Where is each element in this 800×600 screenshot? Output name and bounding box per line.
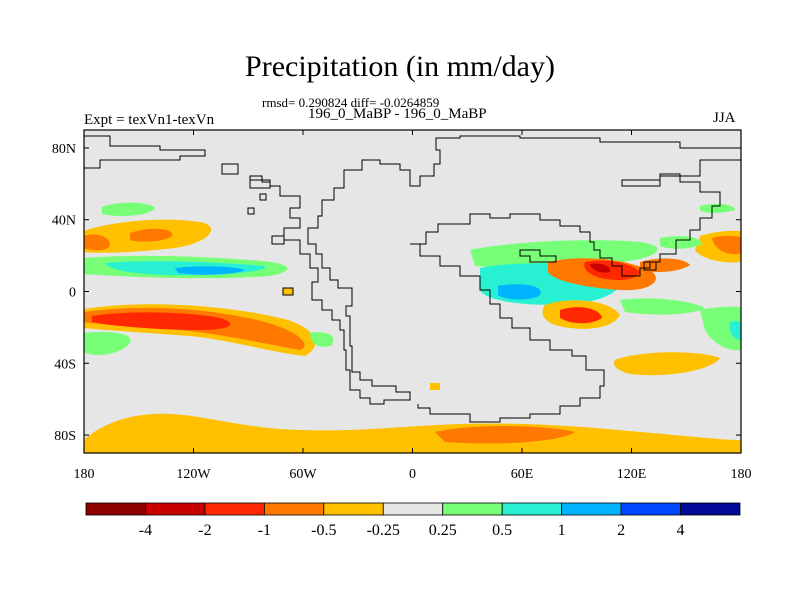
coastline-island-4 <box>247 207 255 215</box>
colorbar-swatch <box>561 502 622 516</box>
colorbar-swatch <box>323 502 384 516</box>
x-tick-label: 120W <box>176 467 211 482</box>
x-tick-label: 0 <box>409 467 416 482</box>
colorbar-label: -1 <box>258 522 271 539</box>
x-tick-label: 180 <box>731 467 752 482</box>
plot-subtitle: rmsd= 0.290824 diff= -0.0264859 <box>262 95 440 110</box>
plot-title: Precipitation (in mm/day) <box>245 50 555 83</box>
experiment-label: Expt = texVn1-texVn <box>84 112 215 128</box>
x-tick-label: 60W <box>289 467 317 482</box>
case-label: 196_0_MaBP - 196_0_MaBP <box>308 106 487 122</box>
colorbar-swatch <box>620 502 681 516</box>
y-tick-label: 80N <box>52 142 76 157</box>
y-tick-label: 0 <box>69 286 76 301</box>
anomaly-spcz-core <box>92 312 231 330</box>
coastline-island-3 <box>259 193 267 201</box>
anomaly-north-pacific-core-2 <box>130 228 173 242</box>
colorbar-swatch <box>501 502 563 516</box>
coastline-asia-south <box>410 243 605 423</box>
colorbar-label: -0.5 <box>311 522 336 539</box>
colorbar-label: 2 <box>617 522 625 539</box>
anomaly-indian-south-green <box>620 298 705 315</box>
colorbar-swatch <box>85 502 146 516</box>
anomaly-indian-ocean-cyan-2 <box>498 284 541 300</box>
anomaly-itcz-core <box>175 266 245 275</box>
coastline-arabia <box>519 249 557 263</box>
anomaly-north-atlantic-green <box>102 202 155 216</box>
coastline-americas <box>84 135 741 405</box>
y-tick-label: 40S <box>54 357 76 372</box>
anomaly-ne-pacific-green <box>660 236 702 249</box>
anomaly-ne-green-2 <box>700 203 735 213</box>
anomaly-east-pacific-cyan <box>729 321 741 340</box>
coastline-island-7 <box>643 261 657 271</box>
colorbar-swatch <box>204 502 265 516</box>
colorbar-label: -4 <box>139 522 152 539</box>
colorbar: -4 -2 -1 -0.5 -0.25 0.25 0.5 1 2 4 <box>85 502 741 539</box>
coastline-island-6 <box>282 287 294 296</box>
x-tick-label: 120E <box>617 467 647 482</box>
coastline-eurasia-africa <box>410 159 741 277</box>
coastline-outline <box>84 135 741 423</box>
colorbar-swatch <box>442 502 503 516</box>
anomaly-southern-ocean-band <box>84 413 741 453</box>
season-label: JJA <box>713 110 736 126</box>
colorbar-swatch <box>263 502 325 516</box>
anomaly-east-pacific-green <box>700 306 741 351</box>
y-tick-label: 40N <box>52 214 76 229</box>
anomaly-ne-pacific-core <box>712 235 741 255</box>
anomaly-north-pacific-core <box>84 234 110 251</box>
y-axis-ticks: 80N 40N 0 40S 80S <box>52 142 741 444</box>
anomaly-asian-monsoon-dark <box>590 263 611 273</box>
anomaly-tiny-orange <box>283 288 293 295</box>
anomaly-southern-ocean-core <box>435 426 575 444</box>
colorbar-label: 1 <box>558 522 566 539</box>
colorbar-label: -0.25 <box>367 522 400 539</box>
colorbar-swatch <box>145 502 206 516</box>
anomaly-spcz-green <box>84 331 131 355</box>
anomaly-field <box>84 202 741 453</box>
colorbar-label: -2 <box>198 522 211 539</box>
anomaly-spcz-green-2 <box>310 332 334 347</box>
colorbar-label: 0.5 <box>492 522 512 539</box>
coastline-island-5 <box>271 235 285 245</box>
coastline-island-1 <box>221 163 239 175</box>
colorbar-label: 4 <box>677 522 685 539</box>
anomaly-south-misc-yellow <box>430 383 440 390</box>
map-background <box>84 130 741 453</box>
colorbar-swatch <box>382 502 444 516</box>
anomaly-south-indian-yellow <box>613 352 720 376</box>
x-tick-label: 180 <box>74 467 95 482</box>
colorbar-label: 0.25 <box>429 522 457 539</box>
y-tick-label: 80S <box>54 429 76 444</box>
x-axis-ticks: 180 120W 60W 0 60E 120E 180 <box>74 130 752 482</box>
colorbar-swatch <box>680 502 741 516</box>
coastline-island-2 <box>249 175 271 189</box>
x-tick-label: 60E <box>511 467 534 482</box>
anomaly-indian-south-red <box>560 307 602 324</box>
